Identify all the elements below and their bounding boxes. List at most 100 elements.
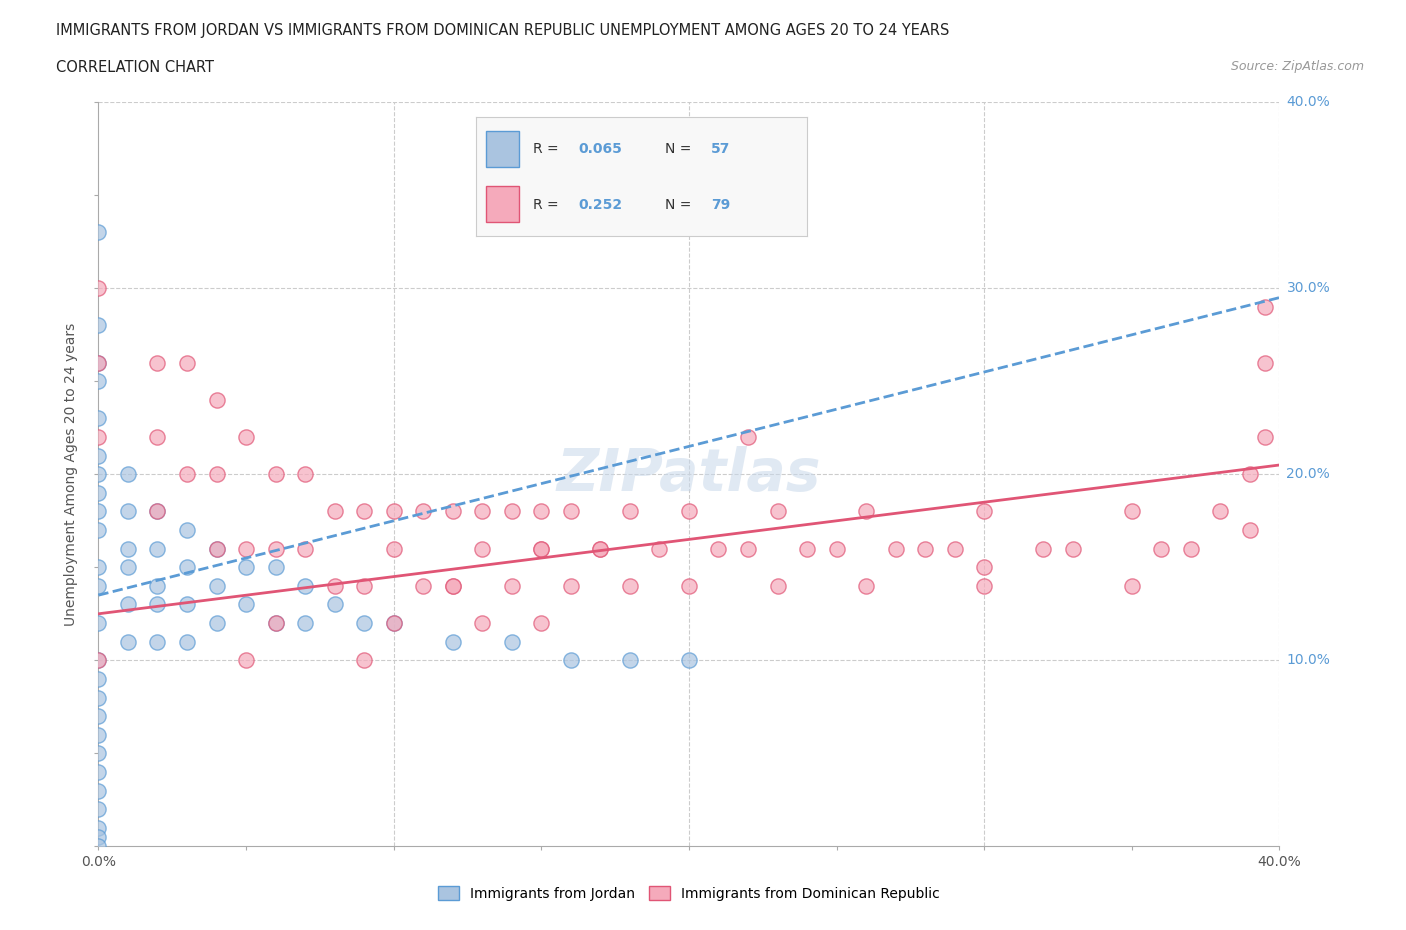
Point [323,597,346,612]
Point [1209,504,1232,519]
Point [235,653,257,668]
Point [619,578,641,593]
Point [1150,541,1173,556]
Point [678,504,700,519]
Point [205,541,228,556]
Point [441,634,464,649]
Point [589,541,612,556]
Point [176,523,198,538]
Point [87,783,110,798]
Point [471,541,494,556]
Point [87,709,110,724]
Point [501,634,523,649]
Point [530,541,553,556]
Point [1180,541,1202,556]
Point [382,616,405,631]
Point [117,560,139,575]
Point [737,541,759,556]
Point [619,504,641,519]
Point [1239,467,1261,482]
Point [235,541,257,556]
Point [766,504,789,519]
Point [176,634,198,649]
Point [914,541,936,556]
Point [87,616,110,631]
Point [264,616,287,631]
Point [87,523,110,538]
Point [264,541,287,556]
Point [87,690,110,705]
Point [87,671,110,686]
Point [1032,541,1054,556]
Text: 10.0%: 10.0% [1286,653,1330,668]
Point [471,616,494,631]
Point [560,504,582,519]
Point [146,504,169,519]
Point [146,355,169,370]
Point [441,578,464,593]
Point [530,541,553,556]
Point [87,764,110,779]
Text: 40.0%: 40.0% [1286,95,1330,110]
Point [1239,523,1261,538]
Point [146,634,169,649]
Point [87,830,110,844]
Point [589,541,612,556]
Point [117,634,139,649]
Point [117,467,139,482]
Point [619,653,641,668]
Point [87,839,110,854]
Point [382,541,405,556]
Point [87,281,110,296]
Point [471,504,494,519]
Point [796,541,818,556]
Text: 20.0%: 20.0% [1286,467,1330,482]
Point [294,578,316,593]
Point [648,541,671,556]
Point [264,560,287,575]
Point [87,355,110,370]
Point [205,467,228,482]
Point [87,727,110,742]
Point [353,504,375,519]
Point [117,597,139,612]
Legend: Immigrants from Jordan, Immigrants from Dominican Republic: Immigrants from Jordan, Immigrants from … [433,881,945,907]
Point [235,597,257,612]
Point [1254,355,1277,370]
Point [117,541,139,556]
Point [205,392,228,407]
Text: Source: ZipAtlas.com: Source: ZipAtlas.com [1230,60,1364,73]
Point [264,616,287,631]
Point [1254,299,1277,314]
Point [1062,541,1084,556]
Point [87,225,110,240]
Point [205,541,228,556]
Point [353,653,375,668]
Point [943,541,966,556]
Point [1121,578,1143,593]
Point [146,597,169,612]
Point [1121,504,1143,519]
Y-axis label: Unemployment Among Ages 20 to 24 years: Unemployment Among Ages 20 to 24 years [65,323,79,626]
Point [146,430,169,445]
Point [87,820,110,835]
Point [855,504,877,519]
Point [87,653,110,668]
Text: CORRELATION CHART: CORRELATION CHART [56,60,214,75]
Point [678,653,700,668]
Point [87,746,110,761]
Text: IMMIGRANTS FROM JORDAN VS IMMIGRANTS FROM DOMINICAN REPUBLIC UNEMPLOYMENT AMONG : IMMIGRANTS FROM JORDAN VS IMMIGRANTS FRO… [56,23,949,38]
Point [87,467,110,482]
Point [855,578,877,593]
Point [353,578,375,593]
Point [973,504,995,519]
Point [87,411,110,426]
Point [87,355,110,370]
Point [235,430,257,445]
Point [87,504,110,519]
Point [87,448,110,463]
Point [441,504,464,519]
Point [530,616,553,631]
Point [973,578,995,593]
Point [501,578,523,593]
